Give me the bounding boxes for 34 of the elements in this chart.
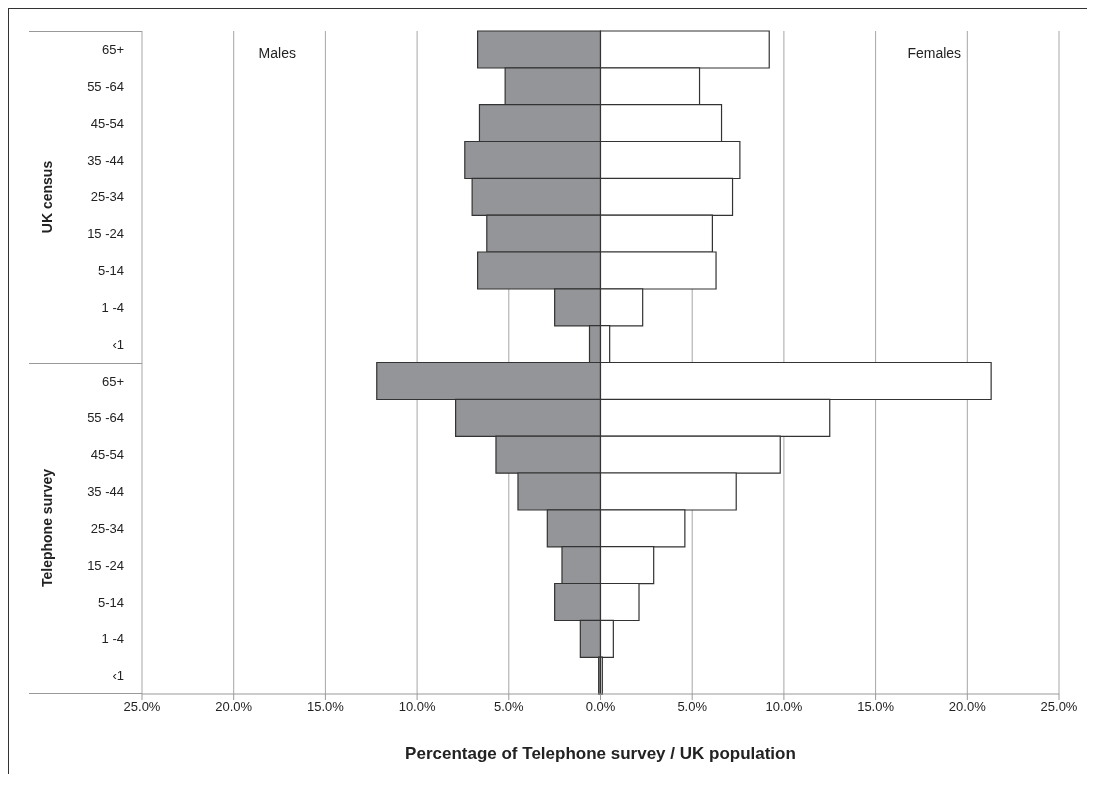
- y-tick-label: 45-54: [90, 115, 124, 131]
- x-tick-label: 25.0%: [1040, 699, 1078, 715]
- annotation: Females: [907, 45, 962, 61]
- x-tick-label: 5.0%: [677, 699, 708, 715]
- y-tick-label: 65+: [101, 42, 124, 58]
- y-tick-label: 45-54: [90, 447, 124, 463]
- y-tick-label: 35 -44: [87, 484, 124, 500]
- annotation: Males: [258, 45, 296, 61]
- x-tick-label: 25.0%: [123, 699, 161, 715]
- x-tick-label: 20.0%: [948, 699, 987, 715]
- y-tick-label: 25-34: [90, 189, 124, 205]
- x-tick-label: 0.0%: [585, 699, 616, 715]
- y-tick-label: 15 -24: [87, 557, 124, 573]
- x-axis-title: Percentage of Telephone survey / UK population: [405, 744, 796, 763]
- y-tick-label: 55 -64: [87, 410, 124, 426]
- x-tick-label: 10.0%: [398, 699, 436, 715]
- text: Telephone survey: [39, 469, 55, 588]
- y-tick-label: 1 -4: [101, 631, 124, 647]
- x-tick-label: 15.0%: [857, 699, 895, 715]
- y-tick-label: 5-14: [97, 263, 124, 279]
- y-tick-label: 1 -4: [101, 299, 124, 315]
- y-tick-label: 5-14: [97, 594, 124, 610]
- x-tick-label: 15.0%: [306, 699, 345, 715]
- y-tick-label: ‹1: [112, 336, 124, 352]
- y-tick-label: 25-34: [90, 520, 124, 536]
- y-tick-label: 15 -24: [87, 226, 124, 242]
- text: UK census: [39, 161, 55, 234]
- y-tick-label: 55 -64: [87, 78, 124, 94]
- y-tick-label: 35 -44: [87, 152, 124, 168]
- y-tick-label: ‹1: [112, 668, 124, 684]
- x-tick-label: 20.0%: [215, 699, 253, 715]
- x-tick-label: 5.0%: [493, 699, 525, 715]
- x-tick-label: 10.0%: [765, 699, 803, 715]
- y-tick-label: 65+: [101, 373, 124, 389]
